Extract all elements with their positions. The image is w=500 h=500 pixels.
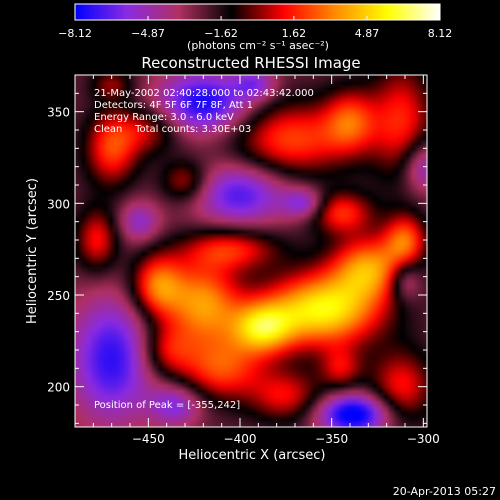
colorbar-tick-label: 1.62 — [282, 27, 307, 40]
y-tick-label: 200 — [47, 381, 70, 395]
colorbar-ticks: −8.12 −4.87 −1.62 1.62 4.87 8.12 — [58, 16, 452, 40]
plot-frame — [74, 74, 428, 428]
heatmap-image — [75, 75, 427, 427]
y-tick-label: 350 — [47, 106, 70, 120]
annotation-energy: Energy Range: 3.0 - 6.0 keV — [94, 112, 234, 123]
annotation-time: 21-May-2002 02:40:28.000 to 02:43:42.000 — [94, 88, 314, 99]
x-tick-label: −450 — [132, 432, 165, 446]
colorbar-tick-label: −4.87 — [131, 27, 165, 40]
x-axis-title: Heliocentric X (arcsec) — [179, 448, 326, 463]
colorbar-tick-label: 8.12 — [428, 27, 453, 40]
y-tick-label: 300 — [47, 197, 70, 211]
annotation-detectors: Detectors: 4F 5F 6F 7F 8F, Att 1 — [94, 100, 253, 111]
colorbar — [74, 3, 441, 21]
y-tick-label: 250 — [47, 289, 70, 303]
timestamp: 20-Apr-2013 05:27 — [393, 485, 496, 498]
colorbar-tick-label: 4.87 — [355, 27, 380, 40]
axis-ticks: −450 −400 −350 −300 200 250 300 350 — [47, 74, 440, 446]
x-tick-label: −350 — [315, 432, 348, 446]
x-tick-label: −400 — [224, 432, 257, 446]
colorbar-tick-label: −1.62 — [204, 27, 238, 40]
colorbar-unit-label: (photons cm⁻² s⁻¹ asec⁻²) — [187, 39, 329, 52]
colorbar-tick-label: −8.12 — [58, 27, 92, 40]
y-axis-title: Heliocentric Y (arcsec) — [25, 178, 40, 324]
x-tick-label: −300 — [407, 432, 440, 446]
annotation-block: 21-May-2002 02:40:28.000 to 02:43:42.000… — [94, 88, 314, 135]
annotation-clean-counts: Clean Total counts: 3.30E+03 — [94, 124, 251, 135]
chart-title: Reconstructed RHESSI Image — [141, 54, 360, 72]
peak-position-label: Position of Peak = [-355,242] — [94, 400, 240, 411]
